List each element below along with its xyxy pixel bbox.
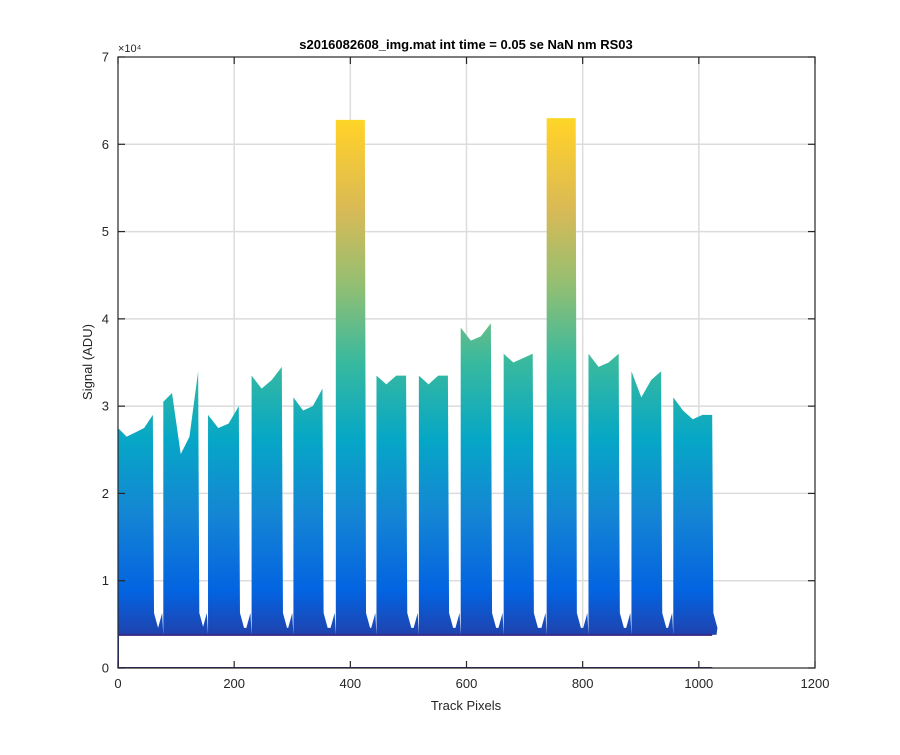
y-tick-label: 2: [102, 486, 109, 501]
y-axis-label: Signal (ADU): [80, 324, 95, 400]
y-tick-label: 4: [102, 311, 109, 326]
x-tick-label: 200: [223, 676, 245, 691]
x-tick-label: 800: [572, 676, 594, 691]
y-tick-label: 7: [102, 50, 109, 65]
x-tick-label: 600: [456, 676, 478, 691]
x-tick-label: 0: [114, 676, 121, 691]
x-tick-label: 1200: [801, 676, 830, 691]
y-tick-label: 6: [102, 137, 109, 152]
x-tick-label: 400: [339, 676, 361, 691]
y-exponent-label: ×10⁴: [118, 43, 142, 55]
y-tick-label: 3: [102, 399, 109, 414]
y-tick-label: 0: [102, 661, 109, 676]
x-axis-label: Track Pixels: [431, 698, 502, 713]
y-tick-label: 1: [102, 573, 109, 588]
x-axis: 0 200 400 600 800 1000 1200: [114, 57, 829, 691]
chart-title: s2016082608_img.mat int time = 0.05 se N…: [299, 37, 633, 52]
x-tick-label: 1000: [684, 676, 713, 691]
y-tick-label: 5: [102, 224, 109, 239]
y-axis: 0 1 2 3 4 5 6 7: [102, 50, 815, 676]
signal-area: [118, 118, 718, 668]
